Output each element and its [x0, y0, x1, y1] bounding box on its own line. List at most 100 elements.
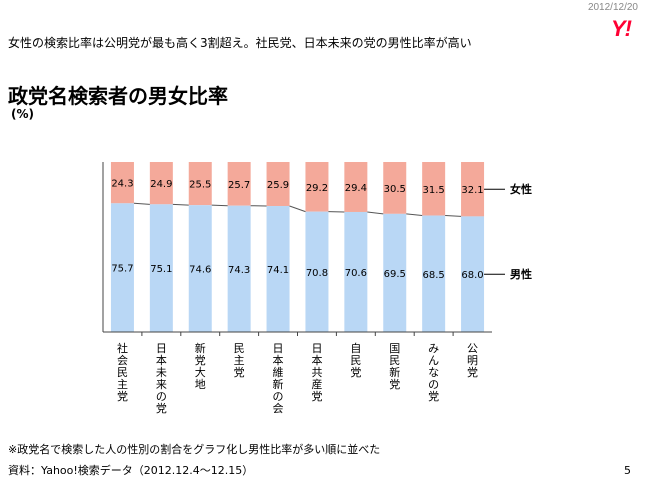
data-label-female-8: 31.5 — [423, 185, 445, 196]
bar-female-3 — [227, 162, 251, 206]
category-label-8-char: の — [428, 378, 439, 391]
data-label-male-5: 70.8 — [306, 268, 328, 279]
data-label-male-1: 75.1 — [150, 264, 172, 275]
category-label-2-char: 地 — [195, 378, 206, 391]
bar-female-8 — [422, 162, 446, 216]
data-label-female-2: 25.5 — [189, 180, 211, 191]
category-label-0-char: 主 — [117, 378, 128, 391]
data-label-female-0: 24.3 — [111, 179, 133, 190]
data-label-male-3: 74.3 — [228, 265, 250, 276]
category-label-4-char: 会 — [273, 402, 284, 415]
category-label-9-char: 明 — [467, 354, 478, 367]
category-label-2-char: 党 — [195, 354, 206, 367]
bar-female-2 — [188, 162, 212, 206]
bar-male-6 — [344, 211, 368, 332]
category-label-4-char: 日 — [273, 342, 284, 355]
data-label-female-7: 30.5 — [384, 184, 406, 195]
bar-male-7 — [383, 213, 407, 332]
category-label-4-char: 維 — [273, 366, 284, 379]
bar-male-9 — [461, 216, 485, 332]
category-label-5-char: 日 — [311, 342, 322, 355]
category-label-9-char: 党 — [467, 366, 478, 379]
category-label-4-char: の — [273, 390, 284, 403]
data-label-female-4: 25.9 — [267, 180, 289, 191]
data-label-male-4: 74.1 — [267, 265, 289, 276]
unit-label: (%) — [11, 107, 34, 121]
data-label-male-8: 68.5 — [423, 270, 445, 281]
category-label-8-char: 党 — [428, 390, 439, 403]
bar-female-9 — [461, 162, 485, 217]
category-label-7-char: 新 — [389, 365, 400, 379]
bar-male-4 — [266, 206, 290, 332]
series-connector-4 — [289, 205, 306, 213]
bar-female-6 — [344, 162, 368, 212]
report-date: 2012/12/20 — [587, 2, 638, 13]
chart-title: 政党名検索者の男女比率 — [8, 84, 228, 108]
category-label-3-char: 主 — [234, 354, 245, 367]
category-label-1-char: 本 — [156, 353, 167, 367]
category-label-5-char: 共 — [311, 366, 322, 379]
category-label-6-char: 党 — [350, 366, 361, 379]
category-label-8-char: み — [428, 342, 439, 355]
category-label-6-char: 自 — [350, 342, 361, 355]
series-connector-6 — [367, 211, 384, 215]
category-label-5-char: 党 — [311, 390, 322, 403]
category-label-7-char: 党 — [389, 378, 400, 391]
bar-male-1 — [149, 204, 173, 332]
category-label-7-char: 民 — [389, 354, 400, 367]
category-label-8-char: ん — [428, 354, 439, 367]
category-label-6-char: 民 — [350, 354, 361, 367]
footnote: ※政党名で検索した人の性別の割合をグラフ化し男性比率が多い順に並べた — [8, 443, 381, 456]
category-label-3-char: 党 — [234, 366, 245, 379]
bar-male-3 — [227, 205, 251, 332]
data-label-male-9: 68.0 — [461, 270, 483, 281]
category-label-1-char: 日 — [156, 342, 167, 355]
bar-female-7 — [383, 162, 407, 214]
category-label-0-char: 党 — [117, 390, 128, 403]
data-source: 資料：Yahoo!検索データ（2012.12.4～12.15） — [8, 464, 254, 477]
category-label-2-char: 大 — [195, 365, 206, 379]
category-label-4-char: 新 — [273, 377, 284, 391]
bar-male-5 — [305, 211, 329, 332]
category-label-0-char: 民 — [117, 366, 128, 379]
series-connector-2 — [211, 204, 228, 207]
legend-female: 女性 — [510, 182, 532, 196]
bar-male-0 — [110, 203, 134, 332]
category-label-0-char: 会 — [117, 354, 128, 367]
category-label-9-char: 公 — [467, 342, 478, 355]
category-label-0-char: 社 — [117, 341, 128, 355]
data-label-male-2: 74.6 — [189, 265, 211, 276]
series-connector-1 — [172, 203, 189, 206]
page-number: 5 — [624, 464, 631, 477]
category-label-1-char: の — [156, 390, 167, 403]
data-label-male-6: 70.6 — [345, 268, 367, 279]
headline: 女性の検索比率は公明党が最も高く3割超え。社民党、日本未来の党の男性比率が高い — [8, 36, 472, 50]
category-label-1-char: 来 — [156, 378, 167, 391]
bar-male-2 — [188, 205, 212, 332]
category-label-8-char: な — [428, 366, 439, 379]
category-label-1-char: 未 — [156, 366, 167, 379]
category-label-2-char: 新 — [195, 341, 206, 355]
data-label-female-3: 25.7 — [228, 180, 250, 191]
series-connector-0 — [133, 202, 150, 205]
data-label-female-6: 29.4 — [345, 183, 367, 194]
bar-female-0 — [110, 162, 134, 204]
data-label-female-1: 24.9 — [150, 179, 172, 190]
category-label-3-char: 民 — [234, 342, 245, 355]
data-label-male-0: 75.7 — [111, 264, 133, 275]
data-label-female-9: 32.1 — [461, 185, 483, 196]
series-connector-7 — [406, 213, 423, 217]
category-label-1-char: 党 — [156, 402, 167, 415]
category-label-7-char: 国 — [389, 342, 400, 355]
bar-male-8 — [422, 215, 446, 332]
category-label-5-char: 産 — [311, 378, 322, 391]
yahoo-logo: Y! — [611, 16, 632, 41]
bar-female-1 — [149, 162, 173, 205]
bar-female-4 — [266, 162, 290, 207]
legend-male: 男性 — [510, 267, 532, 281]
bar-female-5 — [305, 162, 329, 212]
category-label-5-char: 本 — [311, 353, 322, 367]
data-label-female-5: 29.2 — [306, 183, 328, 194]
series-connector-8 — [445, 215, 462, 217]
